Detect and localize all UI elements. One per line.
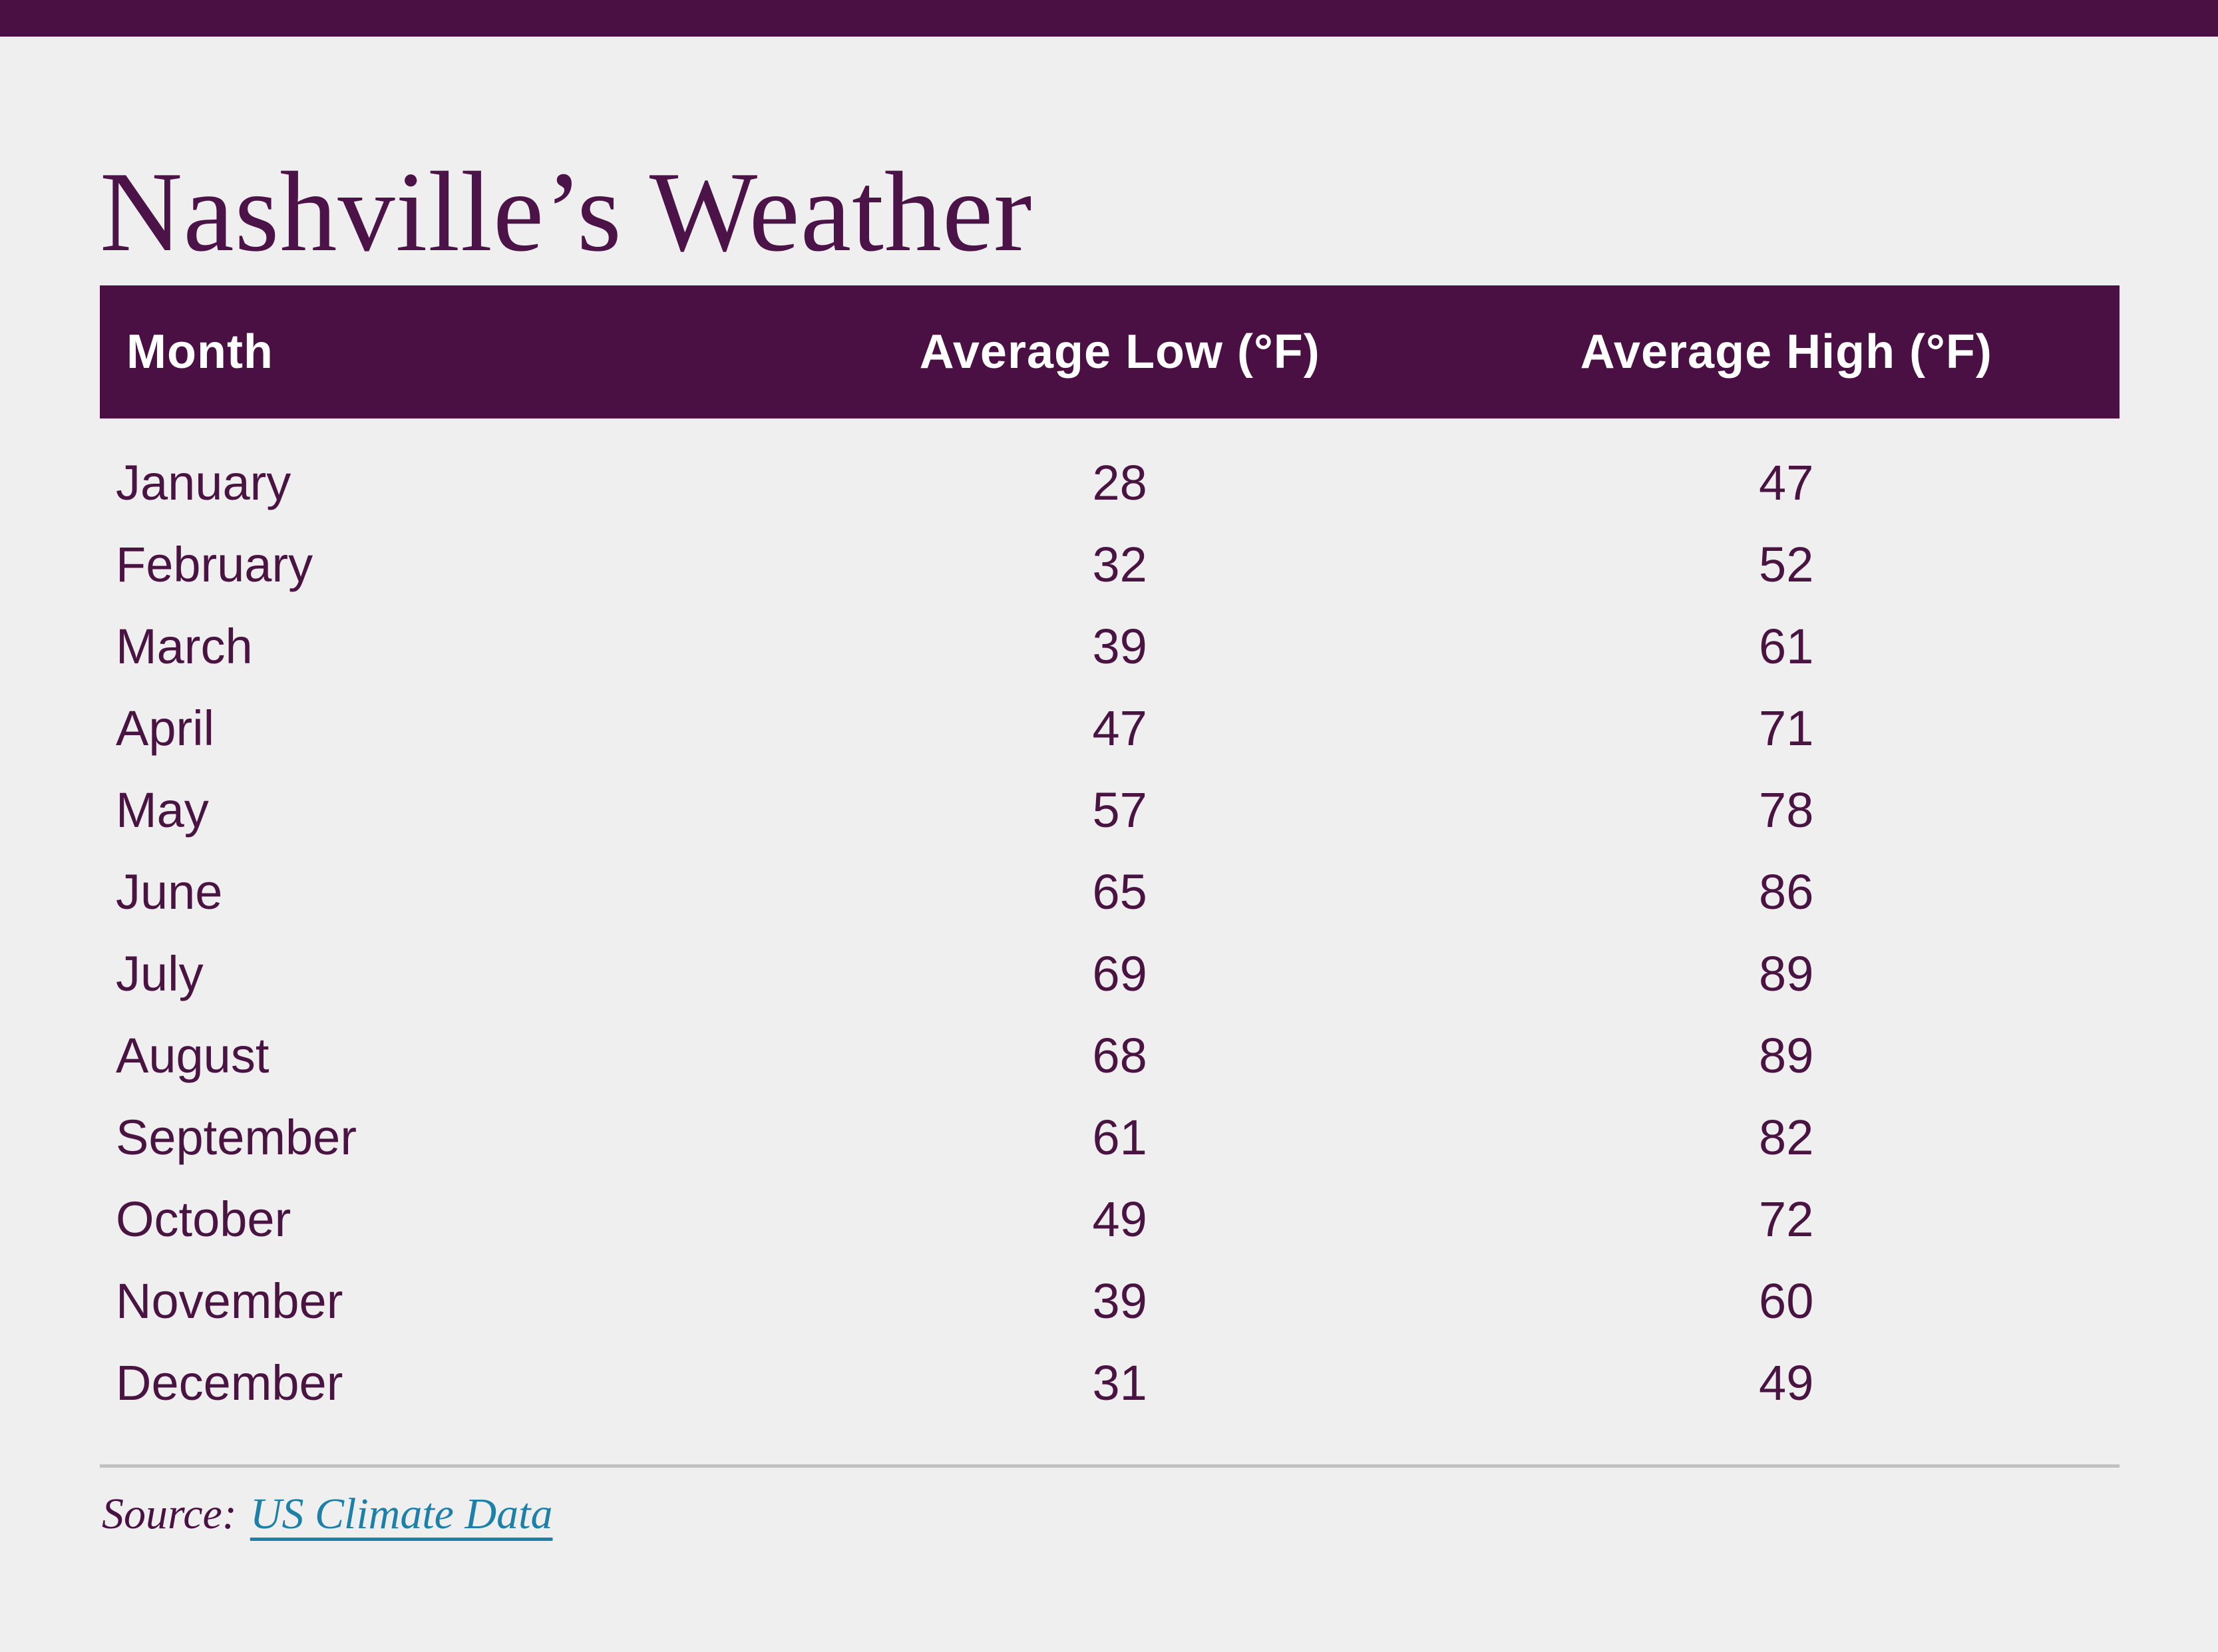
month-cell: February: [116, 537, 313, 592]
high-cell: 71: [1759, 701, 1814, 756]
month-cell: December: [116, 1355, 343, 1410]
table-row: March 39 61: [100, 605, 2120, 687]
footer-divider: [100, 1464, 2120, 1468]
month-cell: May: [116, 782, 209, 838]
month-cell: January: [116, 455, 291, 510]
month-cell: November: [116, 1273, 343, 1329]
source-link[interactable]: US Climate Data: [250, 1490, 553, 1538]
table-row: December 31 49: [100, 1342, 2120, 1424]
high-cell: 60: [1759, 1273, 1814, 1329]
column-header-month: Month: [126, 325, 274, 379]
table-row: April 47 71: [100, 687, 2120, 769]
high-cell: 82: [1759, 1110, 1814, 1165]
month-cell: August: [116, 1028, 270, 1083]
month-cell: October: [116, 1192, 291, 1247]
high-cell: 89: [1759, 946, 1814, 1001]
low-cell: 32: [1092, 537, 1147, 592]
table-row: November 39 60: [100, 1260, 2120, 1342]
table-row: October 49 72: [100, 1178, 2120, 1260]
high-cell: 49: [1759, 1355, 1814, 1410]
column-header-average-high: Average High (°F): [1580, 325, 1992, 379]
table-row: July 69 89: [100, 933, 2120, 1015]
high-cell: 78: [1759, 782, 1814, 838]
low-cell: 57: [1092, 782, 1147, 838]
month-cell: April: [116, 701, 215, 756]
high-cell: 61: [1759, 619, 1814, 674]
low-cell: 49: [1092, 1192, 1147, 1247]
month-cell: June: [116, 864, 223, 919]
top-accent-bar: [0, 0, 2218, 37]
low-cell: 61: [1092, 1110, 1147, 1165]
low-cell: 39: [1092, 619, 1147, 674]
low-cell: 69: [1092, 946, 1147, 1001]
low-cell: 39: [1092, 1273, 1147, 1329]
table-row: June 65 86: [100, 851, 2120, 933]
month-cell: July: [116, 946, 204, 1001]
high-cell: 89: [1759, 1028, 1814, 1083]
weather-table: Month Average Low (°F) Average High (°F)…: [100, 285, 2120, 1424]
column-header-average-low: Average Low (°F): [919, 325, 1320, 379]
table-row: September 61 82: [100, 1096, 2120, 1178]
table-body: January 28 47 February 32 52 March 39 61 April 47 7…: [100, 442, 2120, 1424]
low-cell: 68: [1092, 1028, 1147, 1083]
month-cell: September: [116, 1110, 357, 1165]
source-label: Source:: [102, 1490, 237, 1538]
table-row: February 32 52: [100, 524, 2120, 605]
high-cell: 72: [1759, 1192, 1814, 1247]
page-title: Nashville’s Weather: [100, 149, 1033, 276]
source-line: Source: US Climate Data: [102, 1490, 552, 1539]
table-row: January 28 47: [100, 442, 2120, 524]
table-row: August 68 89: [100, 1015, 2120, 1096]
month-cell: March: [116, 619, 253, 674]
table-row: May 57 78: [100, 769, 2120, 851]
table-header-row: Month Average Low (°F) Average High (°F): [100, 285, 2120, 418]
low-cell: 65: [1092, 864, 1147, 919]
high-cell: 47: [1759, 455, 1814, 510]
low-cell: 47: [1092, 701, 1147, 756]
high-cell: 52: [1759, 537, 1814, 592]
low-cell: 31: [1092, 1355, 1147, 1410]
high-cell: 86: [1759, 864, 1814, 919]
low-cell: 28: [1092, 455, 1147, 510]
